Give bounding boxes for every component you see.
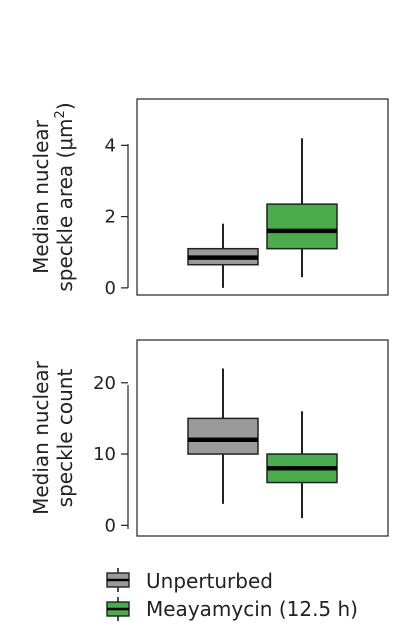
legend-label-unperturbed: Unperturbed: [146, 569, 273, 593]
area-box-meayamycin: [266, 203, 338, 250]
area-ylabel-close: ): [53, 102, 77, 110]
area-ylabel-line1: Median nuclear: [29, 119, 53, 274]
area-ytick-label-0: 0: [105, 278, 116, 299]
count-plot-frame: [136, 339, 389, 537]
legend-label-meayamycin: Meayamycin (12.5 h): [146, 597, 358, 621]
count-box-unperturbed: [187, 417, 259, 455]
count-panel: Median nuclear speckle count 0 10 20: [29, 339, 389, 537]
legend-item-meayamycin: Meayamycin (12.5 h): [106, 597, 358, 621]
area-ylabel-line2: speckle area (μm2): [53, 102, 77, 291]
area-panel: Median nuclear speckle area (μm2) 024: [29, 98, 389, 299]
area-plot-frame: [136, 98, 389, 296]
area-ytick-label-4: 4: [105, 135, 116, 156]
area-ytick-label-2: 2: [105, 207, 116, 228]
count-ytick-label-20: 20: [93, 373, 116, 394]
area-ylabel-superscript: 2: [53, 110, 68, 118]
legend: Unperturbed Meayamycin (12.5 h): [106, 568, 358, 621]
count-ylabel-line2: speckle count: [53, 369, 77, 508]
legend-item-unperturbed: Unperturbed: [106, 568, 273, 593]
count-ylabel-line1: Median nuclear: [29, 360, 53, 515]
count-ytick-label-10: 10: [93, 444, 116, 465]
count-ytick-label-0: 0: [105, 515, 116, 536]
area-ylabel-main: speckle area (μm: [53, 118, 77, 291]
